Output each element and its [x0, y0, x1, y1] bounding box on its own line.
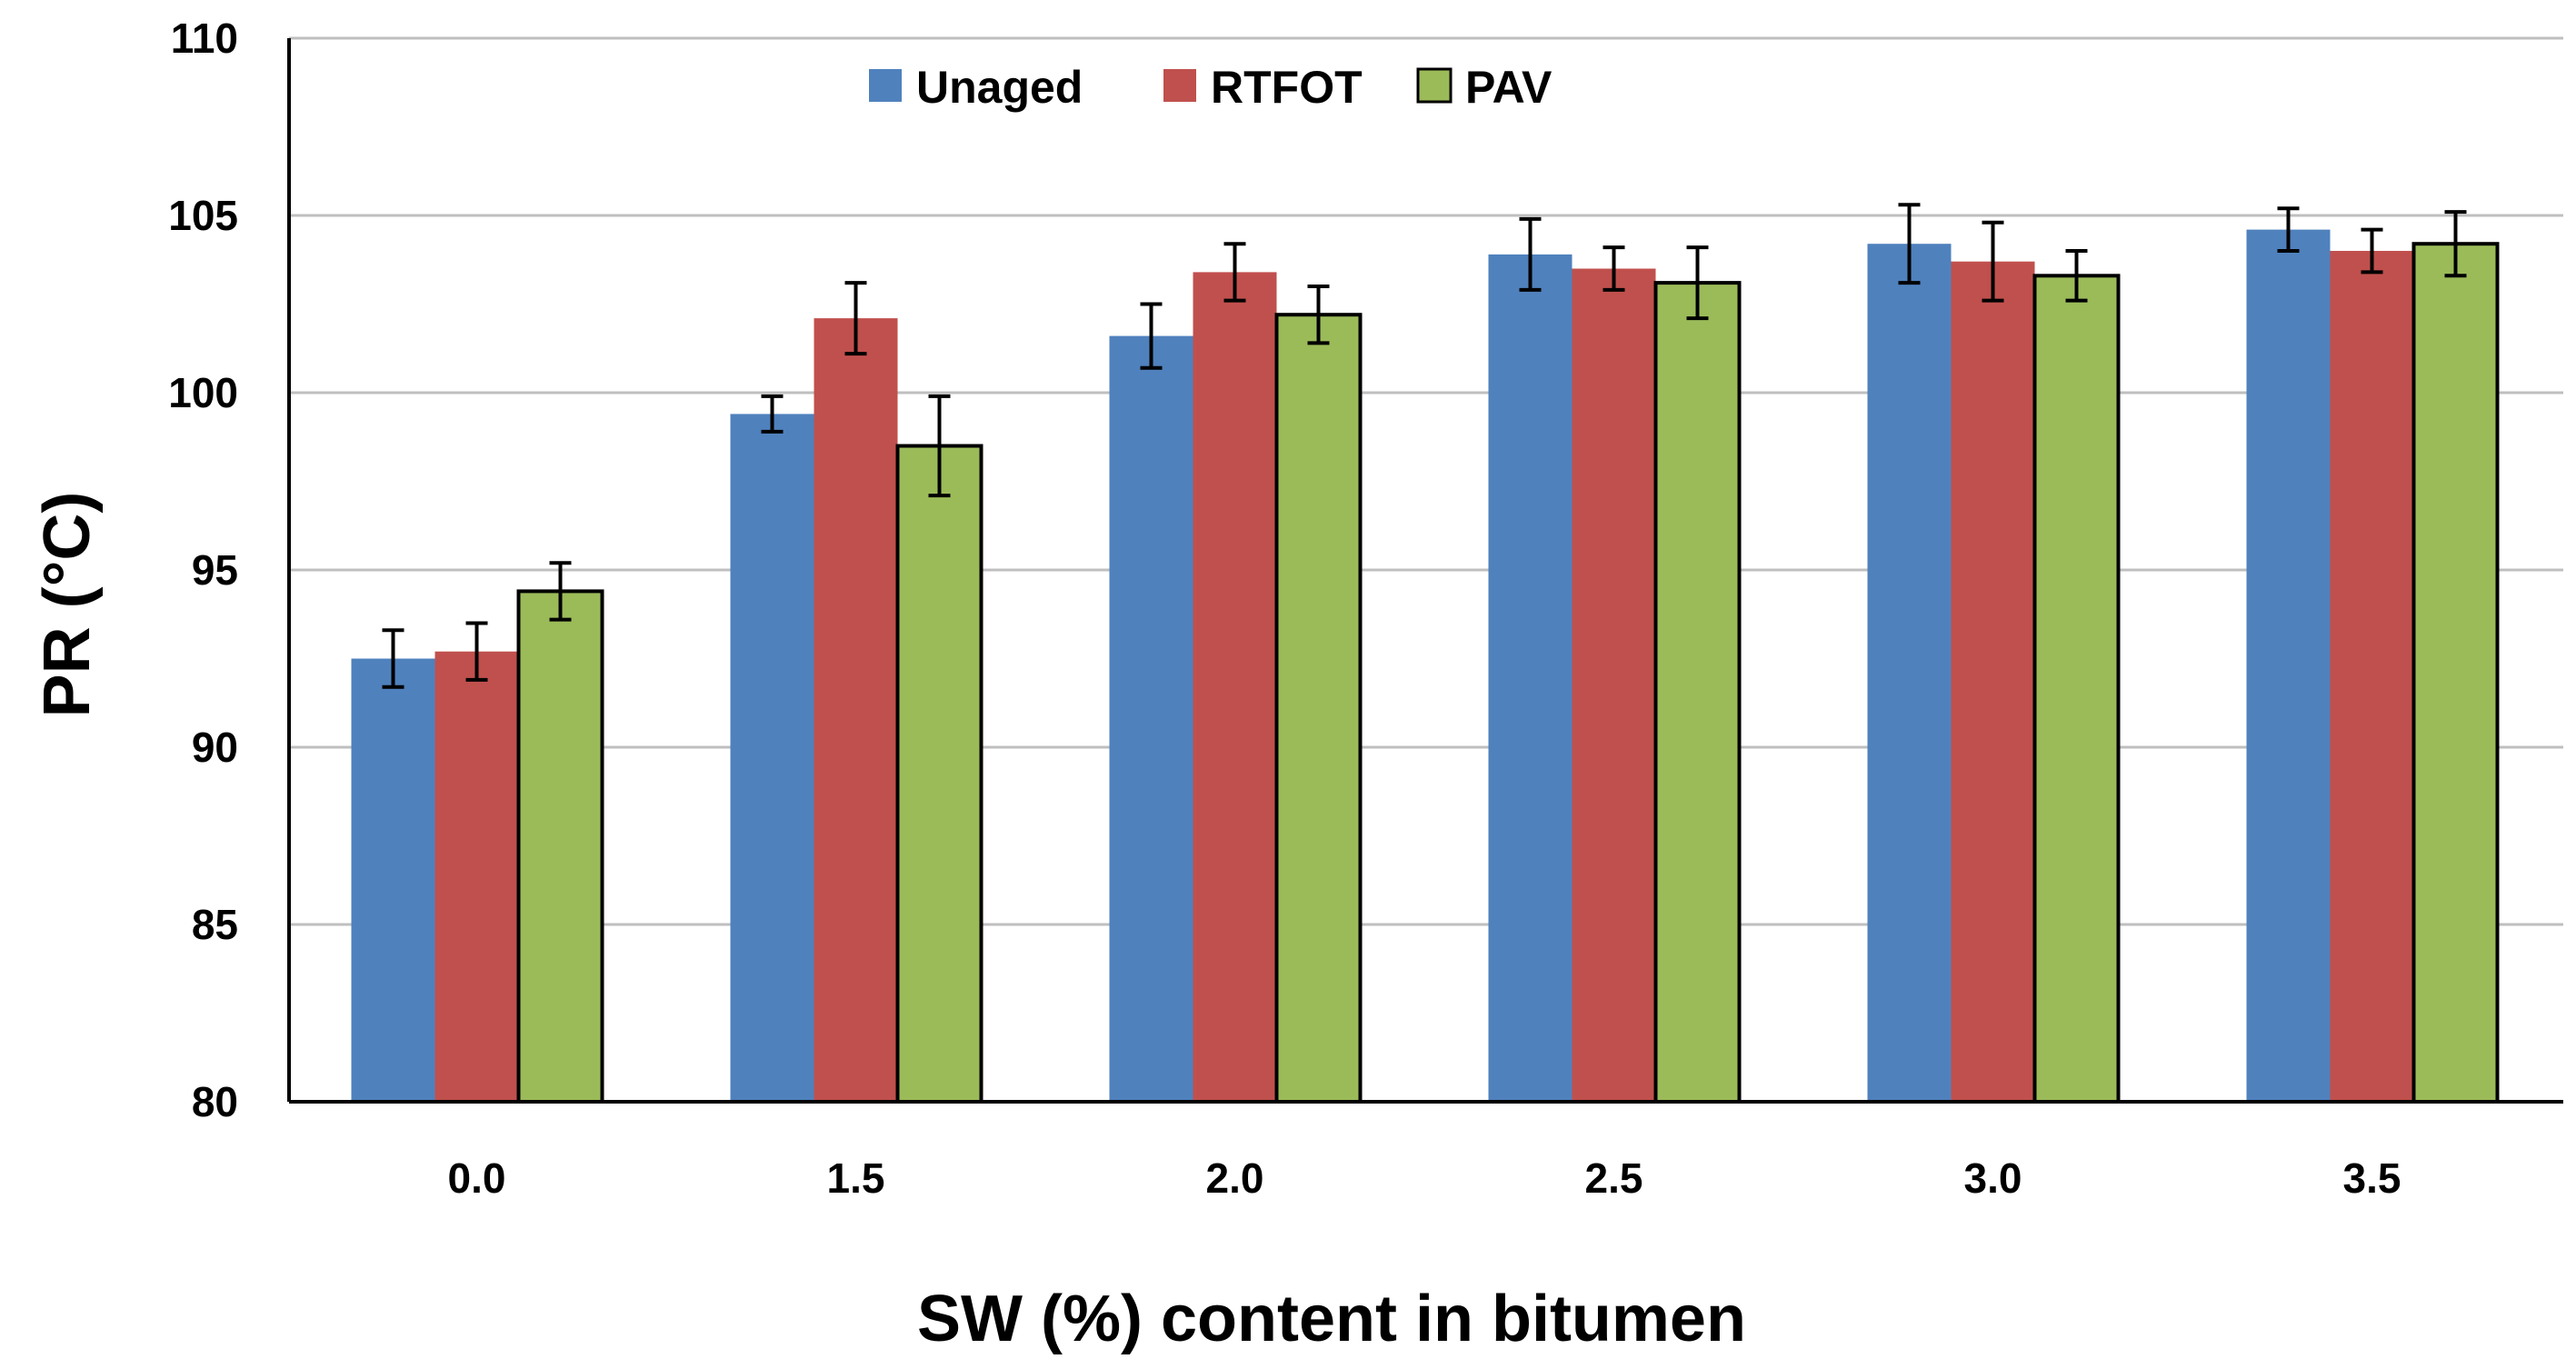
y-tick-label: 85	[192, 901, 238, 948]
legend-label-pav: PAV	[1465, 62, 1553, 113]
bar-unaged-1.5	[730, 414, 814, 1102]
bars	[351, 229, 2500, 1104]
y-tick-label: 90	[192, 724, 238, 771]
bar-pav-3.5	[2411, 242, 2500, 1104]
x-tick-label: 2.0	[1206, 1154, 1264, 1202]
bar-unaged-3.5	[2246, 229, 2331, 1103]
y-tick-label: 105	[168, 192, 238, 239]
legend-label-rtfot: RTFOT	[1211, 62, 1363, 113]
legend-label-unaged: Unaged	[916, 62, 1083, 113]
bar-rtfot-0.0	[434, 651, 519, 1102]
bar-unaged-0.0	[351, 658, 435, 1102]
bar-unaged-3.0	[1867, 244, 1952, 1102]
axes	[287, 38, 2563, 1104]
legend-swatch-rtfot	[1163, 69, 1196, 102]
bar-unaged-2.0	[1109, 335, 1193, 1103]
legend: Unaged RTFOT PAV	[869, 62, 1553, 113]
y-tick-label: 95	[192, 546, 238, 594]
y-tick-label: 80	[192, 1078, 238, 1125]
legend-swatch-unaged	[869, 69, 902, 102]
y-tick-label: 110	[171, 15, 238, 62]
y-tick-label: 100	[168, 369, 238, 416]
bar-rtfot-3.0	[1951, 261, 2035, 1102]
y-axis-ticks: 80 85 90 95 100 105 110	[168, 15, 238, 1125]
bar-pav-1.5	[895, 444, 983, 1104]
bar-rtfot-1.5	[814, 318, 898, 1103]
y-axis-title: PR (°C)	[31, 492, 104, 718]
x-axis-title: SW (%) content in bitumen	[917, 1283, 1746, 1355]
error-bars	[382, 203, 2467, 689]
bar-rtfot-2.0	[1193, 272, 1277, 1102]
x-tick-label: 0.0	[448, 1154, 506, 1202]
bar-pav-3.0	[2032, 274, 2121, 1104]
gridlines	[289, 36, 2563, 926]
bar-rtfot-2.5	[1572, 268, 1656, 1102]
x-tick-label: 3.5	[2343, 1154, 2401, 1202]
legend-swatch-pav	[1416, 67, 1453, 104]
x-tick-label: 3.0	[1964, 1154, 2022, 1202]
bar-rtfot-3.5	[2330, 251, 2414, 1102]
bar-pav-2.5	[1653, 281, 1742, 1104]
x-axis-ticks: 0.0 1.5 2.0 2.5 3.0 3.5	[448, 1154, 2401, 1202]
bar-unaged-2.5	[1488, 254, 1573, 1102]
x-tick-label: 1.5	[827, 1154, 885, 1202]
bar-pav-0.0	[516, 589, 604, 1104]
bar-pav-2.0	[1274, 313, 1363, 1104]
x-tick-label: 2.5	[1585, 1154, 1643, 1202]
